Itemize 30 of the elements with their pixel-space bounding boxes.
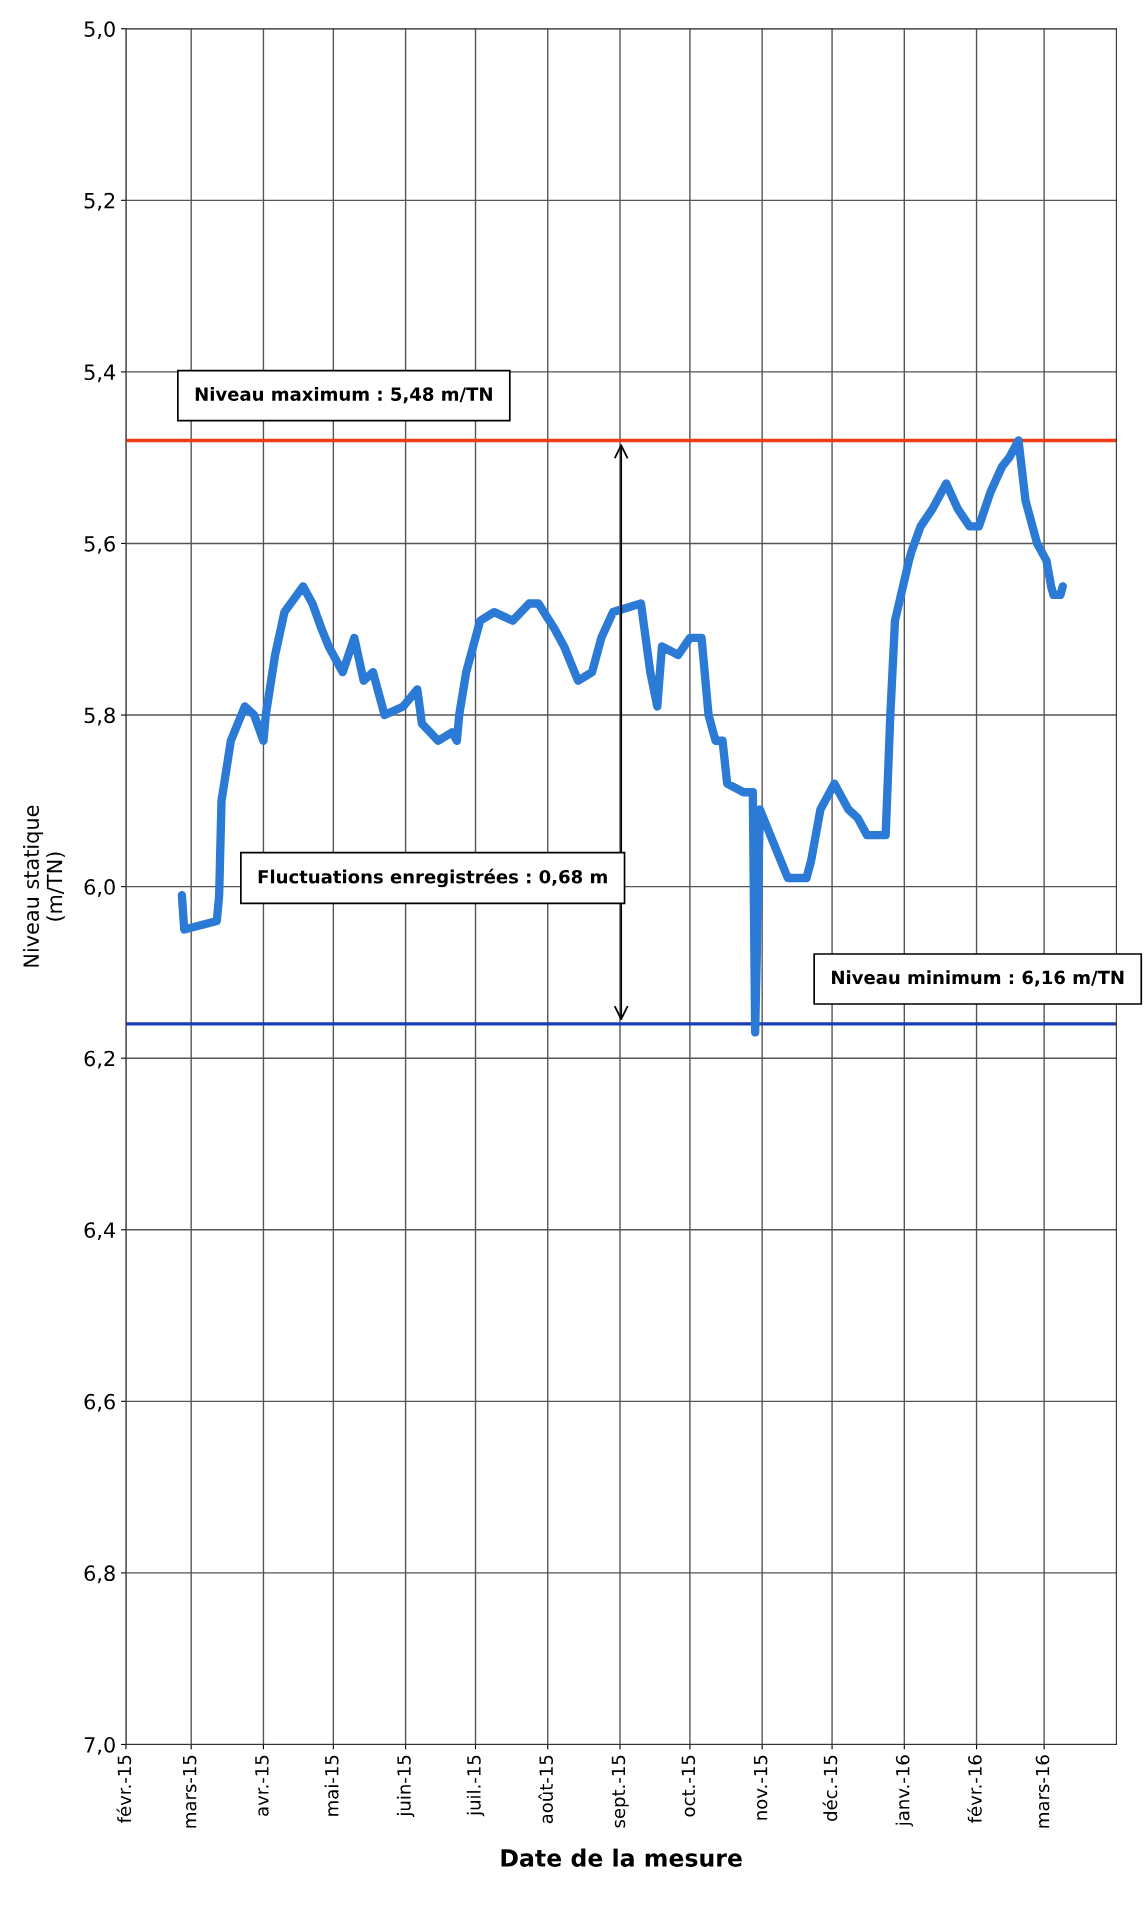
- x-tick-label: sept.-15: [611, 1755, 629, 1828]
- x-tick-label: juin-15: [396, 1755, 415, 1817]
- y-tick-label: 6,2: [84, 1050, 115, 1069]
- y-tick-label: 5,0: [84, 21, 115, 40]
- x-tick-label: mars-16: [1035, 1755, 1050, 1828]
- x-tick-label: févr.-15: [116, 1755, 132, 1823]
- y-tick-label: 6,4: [84, 1222, 116, 1241]
- x-tick-label: janv.-16: [895, 1755, 914, 1827]
- y-tick-label: 5,8: [84, 707, 115, 726]
- x-tick-label: mai-15: [324, 1755, 339, 1816]
- y-tick-label: 5,4: [84, 364, 116, 383]
- x-tick-label: nov.-15: [753, 1755, 768, 1820]
- y-tick-label: 6,0: [84, 879, 115, 897]
- y-tick-label: 5,2: [84, 192, 115, 211]
- x-tick-label: déc.-15: [822, 1755, 838, 1821]
- x-tick-label: août-15: [538, 1755, 553, 1824]
- x-tick-label: mars-15: [183, 1755, 197, 1828]
- x-axis-title: Date de la mesure: [501, 1848, 742, 1867]
- y-tick-label: 6,6: [84, 1393, 115, 1412]
- ref-line-label: Niveau minimum : 6,16 m/TN: [832, 970, 1124, 987]
- y-tick-label: 5,6: [84, 535, 115, 554]
- annotation: Fluctuations enregistrées : 0,68 m: [258, 868, 607, 888]
- y-tick-label: 7,0: [84, 1736, 115, 1755]
- y-tick-label: 6,8: [84, 1565, 115, 1584]
- x-tick-label: juil.-15: [466, 1755, 485, 1817]
- x-tick-label: oct.-15: [681, 1755, 696, 1817]
- y-axis-title: Niveau statique (m/TN): [22, 805, 65, 967]
- x-tick-label: avr.-15: [255, 1755, 269, 1816]
- x-tick-label: févr.-16: [967, 1755, 982, 1823]
- ref-line-label: Niveau maximum : 5,48 m/TN: [195, 386, 492, 404]
